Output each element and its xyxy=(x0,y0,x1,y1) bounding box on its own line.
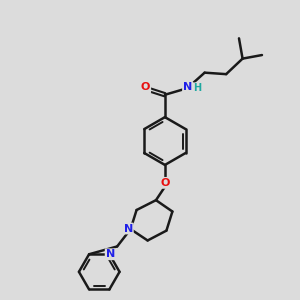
Text: O: O xyxy=(141,82,150,92)
Text: N: N xyxy=(183,82,192,92)
Text: O: O xyxy=(160,178,170,188)
Text: H: H xyxy=(193,83,201,93)
Text: N: N xyxy=(106,249,115,259)
Text: N: N xyxy=(124,224,133,233)
